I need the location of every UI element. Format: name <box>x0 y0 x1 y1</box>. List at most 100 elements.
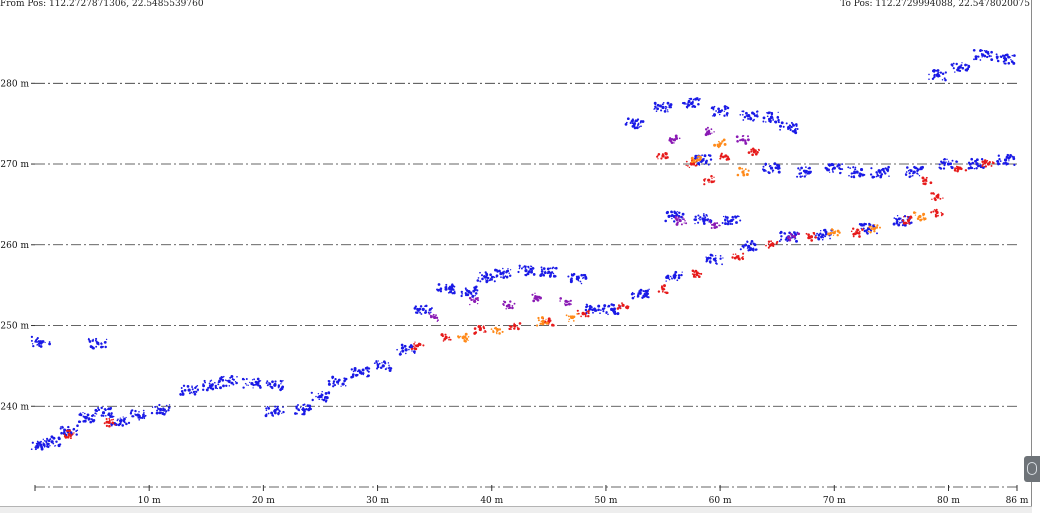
point-cloud-dot <box>633 292 635 295</box>
point-cloud-dot <box>742 172 745 175</box>
point-cloud-dot <box>880 168 883 171</box>
point-cloud-dot <box>996 57 999 60</box>
point-cloud-dot <box>951 159 954 162</box>
point-cloud-dot <box>413 342 416 345</box>
point-cloud-dot <box>1007 61 1011 65</box>
point-cloud-dot <box>37 342 41 345</box>
data-point-blue <box>110 415 131 427</box>
point-cloud-dot <box>301 408 303 411</box>
point-cloud-dot <box>280 386 283 389</box>
point-cloud-dot <box>545 318 547 321</box>
point-cloud-dot <box>516 326 519 328</box>
point-cloud-dot <box>566 300 569 303</box>
point-cloud-dot <box>766 112 768 114</box>
side-panel-handle[interactable] <box>1024 456 1040 482</box>
point-cloud-dot <box>697 162 701 165</box>
point-cloud-dot <box>63 428 67 432</box>
point-cloud-dot <box>540 266 543 269</box>
point-cloud-dot <box>597 304 601 308</box>
point-cloud-dot <box>955 170 957 172</box>
point-cloud-dot <box>794 238 796 240</box>
point-cloud-dot <box>435 316 439 320</box>
point-cloud-dot <box>295 412 298 415</box>
point-cloud-dot <box>158 403 161 407</box>
point-cloud-dot <box>702 158 705 160</box>
point-cloud-dot <box>324 391 328 395</box>
point-cloud-dot <box>703 178 706 182</box>
point-cloud-dot <box>125 416 127 419</box>
point-cloud-dot <box>191 385 193 387</box>
data-point-orange <box>713 138 727 149</box>
point-cloud-dot <box>568 300 570 303</box>
data-point-marker <box>724 154 728 158</box>
point-cloud-dot <box>186 385 190 388</box>
point-cloud-dot <box>388 369 392 372</box>
point-cloud-dot <box>125 422 128 426</box>
point-cloud-dot <box>344 384 347 387</box>
point-cloud-dot <box>505 304 509 308</box>
point-cloud-dot <box>690 156 694 160</box>
point-cloud-dot <box>108 417 110 420</box>
point-cloud-dot <box>1008 160 1010 162</box>
point-cloud-dot <box>502 267 504 270</box>
point-cloud-dot <box>661 285 663 288</box>
point-cloud-dot <box>719 257 722 260</box>
point-cloud-dot <box>310 391 313 394</box>
point-cloud-dot <box>929 181 933 185</box>
point-cloud-dot <box>666 152 668 154</box>
point-cloud-dot <box>847 166 850 169</box>
point-cloud-dot <box>734 253 737 255</box>
point-cloud-dot <box>568 318 571 320</box>
point-cloud-dot <box>840 171 842 174</box>
point-cloud-dot <box>830 162 834 166</box>
point-cloud-dot <box>605 312 608 314</box>
point-cloud-dot <box>708 154 712 157</box>
data-point-orange <box>690 155 702 164</box>
point-cloud-dot <box>357 369 361 372</box>
point-cloud-dot <box>624 123 628 126</box>
point-cloud-dot <box>375 361 378 364</box>
point-cloud-dot <box>540 270 544 273</box>
point-cloud-dot <box>743 244 746 247</box>
point-cloud-dot <box>463 339 466 343</box>
point-cloud-dot <box>812 231 816 235</box>
data-point-blue <box>693 213 713 225</box>
y-tick-label: 280 m <box>0 79 29 89</box>
point-cloud-dot <box>318 398 321 401</box>
point-cloud-dot <box>871 228 873 231</box>
data-point-blue <box>928 69 947 82</box>
point-cloud-dot <box>530 265 533 268</box>
data-point-blue <box>413 304 433 315</box>
point-cloud-dot <box>321 397 323 399</box>
point-cloud-dot <box>1003 55 1006 59</box>
point-cloud-dot <box>42 443 46 446</box>
point-cloud-dot <box>414 311 418 314</box>
point-cloud-dot <box>577 312 580 315</box>
point-cloud-dot <box>138 411 140 413</box>
point-cloud-dot <box>795 240 798 243</box>
point-cloud-dot <box>403 344 407 348</box>
point-cloud-dot <box>613 311 617 315</box>
point-cloud-dot <box>996 162 1000 166</box>
point-cloud-dot <box>870 167 873 170</box>
point-cloud-dot <box>327 391 331 394</box>
data-point-blue <box>241 377 262 389</box>
data-point-orange <box>457 332 470 343</box>
point-cloud-dot <box>531 267 535 270</box>
point-cloud-dot <box>981 56 983 58</box>
point-cloud-dot <box>680 215 683 219</box>
point-cloud-dot <box>52 442 55 445</box>
point-cloud-dot <box>119 417 121 419</box>
data-point-red <box>656 151 669 160</box>
point-cloud-dot <box>473 298 475 300</box>
point-cloud-dot <box>741 167 744 170</box>
point-cloud-dot <box>418 307 422 311</box>
data-point-orange <box>565 312 579 323</box>
data-point-blue <box>630 288 650 300</box>
point-cloud-dot <box>638 126 641 128</box>
point-cloud-dot <box>100 345 103 349</box>
point-cloud-dot <box>684 220 686 222</box>
point-cloud-dot <box>996 59 1000 63</box>
